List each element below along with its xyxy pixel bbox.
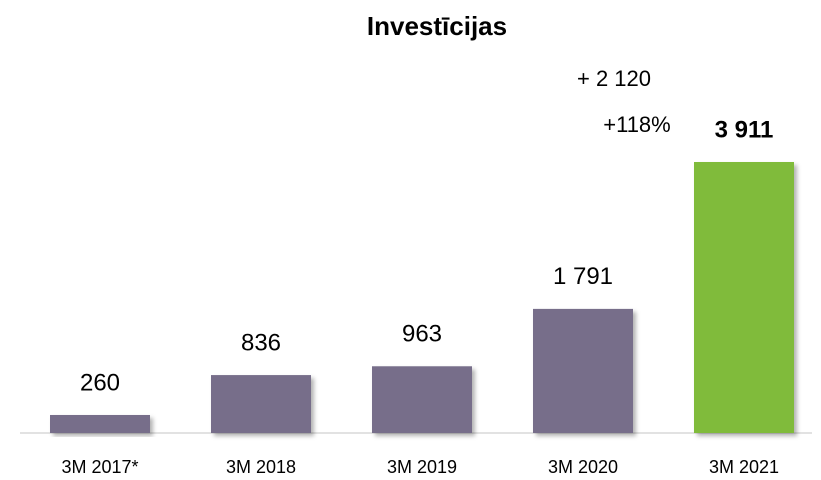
chart-title: Investīcijas <box>367 11 507 41</box>
x-tick-label: 3M 2018 <box>226 457 296 477</box>
value-label: 1 791 <box>553 263 613 290</box>
annotation: + 2 120 <box>577 66 651 91</box>
bar <box>50 414 150 433</box>
bar <box>694 162 794 433</box>
x-tick-label: 3M 2017* <box>61 457 138 477</box>
x-tick-label: 3M 2020 <box>548 457 618 477</box>
value-label: 3 911 <box>715 116 774 143</box>
x-tick-label: 3M 2019 <box>387 457 457 477</box>
value-label: 260 <box>80 369 120 396</box>
x-tick-label: 3M 2021 <box>709 457 779 477</box>
value-label: 963 <box>402 321 442 348</box>
bar <box>211 375 311 433</box>
bar <box>372 366 472 433</box>
annotation: +118% <box>603 112 670 137</box>
bar <box>533 308 633 433</box>
value-label: 836 <box>241 329 281 356</box>
